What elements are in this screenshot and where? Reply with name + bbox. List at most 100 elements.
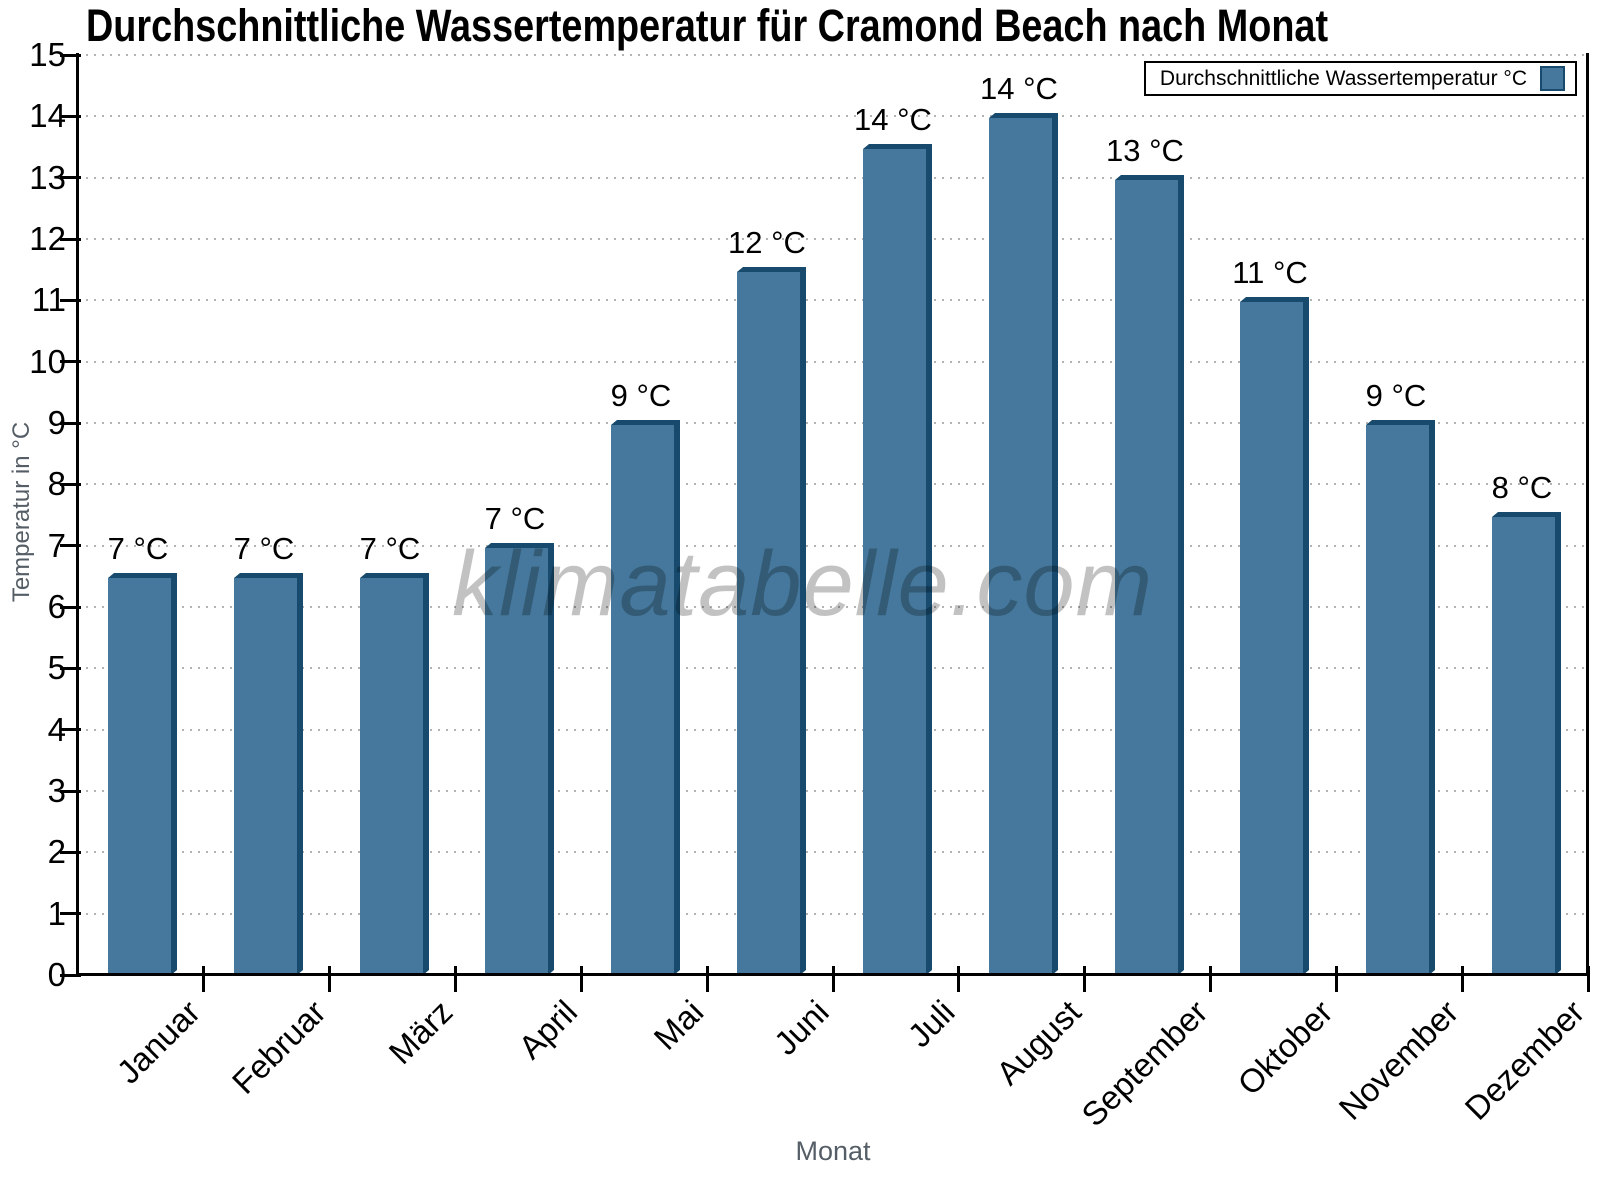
x-tick-label-dezember: Dezember xyxy=(1457,993,1592,1127)
bar-value-label-februar: 7 °C xyxy=(233,531,295,566)
gridline-y-6 xyxy=(78,606,1588,608)
x-tick-12 xyxy=(1586,966,1590,992)
bar-face-märz xyxy=(360,578,423,975)
gridline-y-13 xyxy=(78,176,1588,179)
x-tick-label-november: November xyxy=(1331,993,1466,1127)
y-tick-15 xyxy=(60,53,81,57)
bar-face-september xyxy=(1115,180,1178,975)
gridline-y-11 xyxy=(78,299,1588,302)
bar-value-label-oktober: 11 °C xyxy=(1232,255,1308,290)
y-tick-label-0: 0 xyxy=(47,956,66,993)
y-tick-label-9: 9 xyxy=(47,404,66,441)
x-tick-8 xyxy=(1083,966,1087,992)
y-tick-11 xyxy=(60,298,81,302)
y-tick-label-5: 5 xyxy=(47,649,66,687)
bar-september xyxy=(1115,175,1184,975)
bar-face-oktober xyxy=(1240,302,1303,975)
x-tick-label-oktober: Oktober xyxy=(1229,993,1340,1103)
y-tick-2 xyxy=(60,850,81,854)
y-tick-label-4: 4 xyxy=(47,710,66,748)
y-axis-title: Temperatur in °C xyxy=(8,421,35,603)
bar-januar xyxy=(108,573,177,975)
bar-juli xyxy=(863,144,932,975)
bar-november xyxy=(1366,420,1435,975)
x-tick-label-april: April xyxy=(511,993,585,1066)
x-tick-4 xyxy=(579,966,583,992)
y-tick-label-14: 14 xyxy=(29,97,66,135)
gridline-y-3 xyxy=(78,790,1588,792)
gridline-y-7 xyxy=(78,544,1588,547)
bar-value-label-juli: 14 °C xyxy=(854,102,932,137)
plot-right-border xyxy=(1586,53,1589,976)
y-tick-label-3: 3 xyxy=(47,772,66,809)
y-tick-12 xyxy=(60,237,81,241)
bar-märz xyxy=(360,573,429,975)
y-tick-label-2: 2 xyxy=(47,833,66,871)
bar-juni xyxy=(737,267,806,975)
x-tick-10 xyxy=(1334,966,1338,992)
bar-face-mai xyxy=(611,425,674,975)
x-tick-7 xyxy=(957,966,961,992)
y-tick-5 xyxy=(60,666,81,670)
x-tick-9 xyxy=(1209,966,1212,992)
bar-februar xyxy=(234,573,303,975)
y-tick-label-7: 7 xyxy=(47,526,66,564)
x-tick-label-märz: März xyxy=(381,993,460,1072)
chart-title: Durchschnittliche Wassertemperatur für C… xyxy=(86,0,1329,51)
x-tick-label-september: September xyxy=(1073,993,1215,1134)
bar-face-februar xyxy=(234,578,297,975)
y-tick-7 xyxy=(60,544,81,548)
gridline-y-5 xyxy=(78,667,1588,670)
x-tick-11 xyxy=(1460,966,1464,992)
bar-value-label-april: 7 °C xyxy=(484,501,546,536)
y-tick-14 xyxy=(60,114,81,118)
x-tick-label-juli: Juli xyxy=(900,993,963,1055)
bar-face-juli xyxy=(863,149,926,975)
bar-face-november xyxy=(1366,425,1429,975)
bar-value-label-august: 14 °C xyxy=(980,71,1058,106)
bar-value-label-juni: 12 °C xyxy=(728,225,806,260)
gridline-y-9 xyxy=(78,422,1588,424)
y-tick-9 xyxy=(60,421,81,425)
y-axis-line xyxy=(76,53,79,977)
y-tick-label-13: 13 xyxy=(29,158,66,196)
x-tick-label-august: August xyxy=(989,993,1089,1092)
gridline-y-4 xyxy=(78,728,1588,731)
watermark: klimatabelle.com xyxy=(452,533,1154,635)
bar-april xyxy=(485,543,554,975)
y-tick-label-12: 12 xyxy=(29,220,66,257)
y-tick-4 xyxy=(60,728,81,732)
x-axis-title: Monat xyxy=(795,1136,871,1166)
bar-value-label-september: 13 °C xyxy=(1106,133,1184,168)
bar-face-juni xyxy=(737,272,800,975)
bar-face-august xyxy=(989,118,1052,975)
y-tick-0 xyxy=(60,973,81,977)
bar-value-label-märz: 7 °C xyxy=(359,531,421,566)
y-tick-13 xyxy=(60,176,81,180)
bar-value-label-januar: 7 °C xyxy=(107,531,169,566)
gridline-y-8 xyxy=(78,483,1588,486)
bar-value-label-mai: 9 °C xyxy=(610,378,672,413)
legend-swatch xyxy=(1540,66,1565,91)
y-tick-label-6: 6 xyxy=(47,588,66,625)
bar-face-januar xyxy=(108,578,171,975)
gridline-y-15 xyxy=(78,54,1588,56)
y-tick-label-1: 1 xyxy=(47,894,66,932)
gridline-y-2 xyxy=(78,851,1588,854)
x-tick-label-februar: Februar xyxy=(225,993,334,1101)
y-tick-10 xyxy=(60,360,81,364)
gridline-y-1 xyxy=(78,912,1588,915)
bar-face-dezember xyxy=(1492,517,1555,975)
y-tick-8 xyxy=(60,482,81,486)
y-tick-3 xyxy=(60,789,81,793)
x-tick-3 xyxy=(454,966,457,992)
x-tick-2 xyxy=(328,966,332,992)
bar-mai xyxy=(611,420,680,975)
gridline-y-10 xyxy=(78,360,1588,363)
x-tick-label-mai: Mai xyxy=(646,993,711,1057)
bar-value-label-november: 9 °C xyxy=(1365,378,1427,413)
bar-august xyxy=(989,113,1058,975)
y-tick-label-8: 8 xyxy=(47,465,66,503)
